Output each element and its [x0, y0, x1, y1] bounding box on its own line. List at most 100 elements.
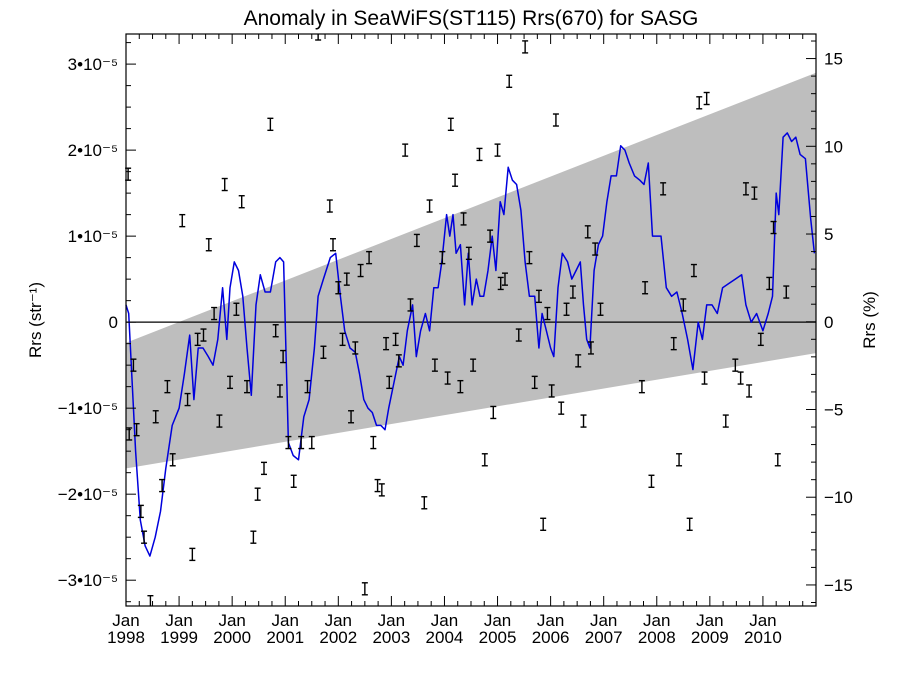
y-left-tick-label: 1•10⁻⁵ — [68, 227, 118, 246]
error-bar-point — [216, 414, 223, 428]
x-tick-label-month: Jan — [325, 611, 352, 630]
error-bar-point — [421, 496, 428, 510]
error-bar-point — [552, 113, 559, 127]
error-bar-point — [501, 272, 508, 286]
error-bar-point — [465, 246, 472, 261]
confidence-envelope — [126, 72, 816, 469]
error-bar-point — [531, 375, 538, 390]
error-bar-point — [320, 345, 327, 359]
x-tick-label-year: 2006 — [532, 628, 570, 647]
y-axis-label-left: Rrs (str⁻¹) — [26, 282, 45, 358]
error-bar-point — [244, 379, 251, 394]
x-tick-label-year: 2003 — [372, 628, 410, 647]
error-bar-point — [184, 392, 191, 407]
error-bar-point — [575, 354, 582, 368]
y-right-tick-label: 15 — [824, 50, 843, 69]
x-tick-label-month: Jan — [537, 611, 564, 630]
x-tick-label-year: 2001 — [266, 628, 304, 647]
error-bar-point — [267, 117, 274, 132]
x-tick-label-month: Jan — [112, 611, 139, 630]
error-bar-point — [686, 517, 693, 531]
error-bar-point — [592, 242, 599, 256]
error-bar-point — [783, 285, 790, 299]
error-bar-point — [227, 375, 234, 390]
error-bar-point — [680, 298, 687, 312]
error-bar-point — [413, 233, 420, 248]
error-bar-point — [470, 358, 477, 372]
error-bar-point — [280, 349, 287, 364]
error-bar-point — [194, 332, 201, 347]
error-bar-point — [374, 478, 381, 493]
y-right-tick-label: 5 — [824, 225, 833, 244]
error-bar-point — [487, 229, 494, 243]
y-left-tick-label: 3•10⁻⁵ — [68, 55, 118, 74]
error-bar-point — [304, 379, 311, 394]
error-bar-point — [189, 547, 196, 562]
y-left-tick-label: −3•10⁻⁵ — [58, 571, 118, 590]
error-bar-point — [130, 358, 137, 372]
error-bar-point — [141, 530, 148, 544]
error-bar-point — [285, 435, 292, 450]
error-bar-point — [648, 474, 655, 488]
error-bar-point — [732, 358, 739, 372]
error-bar-point — [315, 34, 322, 41]
error-bar-point — [402, 143, 409, 157]
x-tick-label-month: Jan — [590, 611, 617, 630]
y-right-tick-label: −10 — [824, 488, 853, 507]
error-bar-point — [569, 285, 576, 299]
error-bar-point — [205, 238, 212, 252]
error-bar-point — [147, 594, 154, 606]
error-bar-point — [233, 302, 240, 316]
envelope-band — [126, 72, 816, 469]
error-bar-point — [558, 401, 565, 415]
x-tick-label-year: 2007 — [585, 628, 623, 647]
error-bar-point — [137, 504, 144, 519]
y-left-tick-label: 2•10⁻⁵ — [68, 141, 118, 160]
x-tick-label-year: 2009 — [691, 628, 729, 647]
x-tick-label-month: Jan — [272, 611, 299, 630]
error-bar-point — [540, 517, 547, 531]
error-bar-point — [298, 435, 305, 450]
error-bar-point — [370, 435, 377, 450]
error-bar-point — [361, 582, 368, 596]
error-bar-point — [460, 212, 467, 226]
error-bar-point — [535, 289, 542, 304]
error-bar-point — [497, 276, 504, 291]
x-tick-label-year: 2010 — [744, 628, 782, 647]
x-tick-label-year: 2005 — [479, 628, 517, 647]
error-bar-point — [238, 195, 245, 209]
error-bar-point — [308, 435, 315, 450]
error-bar-point — [383, 336, 390, 351]
error-bar-point — [670, 336, 677, 351]
x-tick-label-year: 2004 — [426, 628, 464, 647]
error-bar-point — [722, 414, 729, 428]
error-bar-point — [476, 147, 483, 162]
x-tick-label-month: Jan — [696, 611, 723, 630]
x-tick-label-month: Jan — [749, 611, 776, 630]
error-bar-point — [326, 199, 333, 213]
error-bar-point — [696, 96, 703, 110]
error-bar-point — [638, 379, 645, 394]
error-bar-point — [164, 379, 171, 394]
y-right-tick-label: −15 — [824, 576, 853, 595]
error-bar-point — [481, 453, 488, 467]
error-bar-point — [526, 250, 533, 265]
error-bar-point — [343, 272, 350, 286]
x-tick-label-month: Jan — [484, 611, 511, 630]
error-bar-point — [179, 213, 186, 228]
error-bar-point — [444, 371, 451, 385]
error-bar-point — [200, 328, 207, 342]
error-bar-point — [580, 414, 587, 428]
error-bar-point — [690, 263, 697, 278]
error-bar-point — [757, 332, 764, 347]
error-bar-point — [457, 379, 464, 394]
error-bar-point — [159, 478, 166, 493]
error-bar-point — [766, 276, 773, 291]
error-bar-point — [515, 328, 522, 342]
x-tick-label-month: Jan — [378, 611, 405, 630]
error-bar-point — [335, 281, 342, 295]
error-bar-point — [737, 371, 744, 385]
error-bar-point — [548, 384, 555, 398]
error-bar-point — [169, 453, 176, 467]
